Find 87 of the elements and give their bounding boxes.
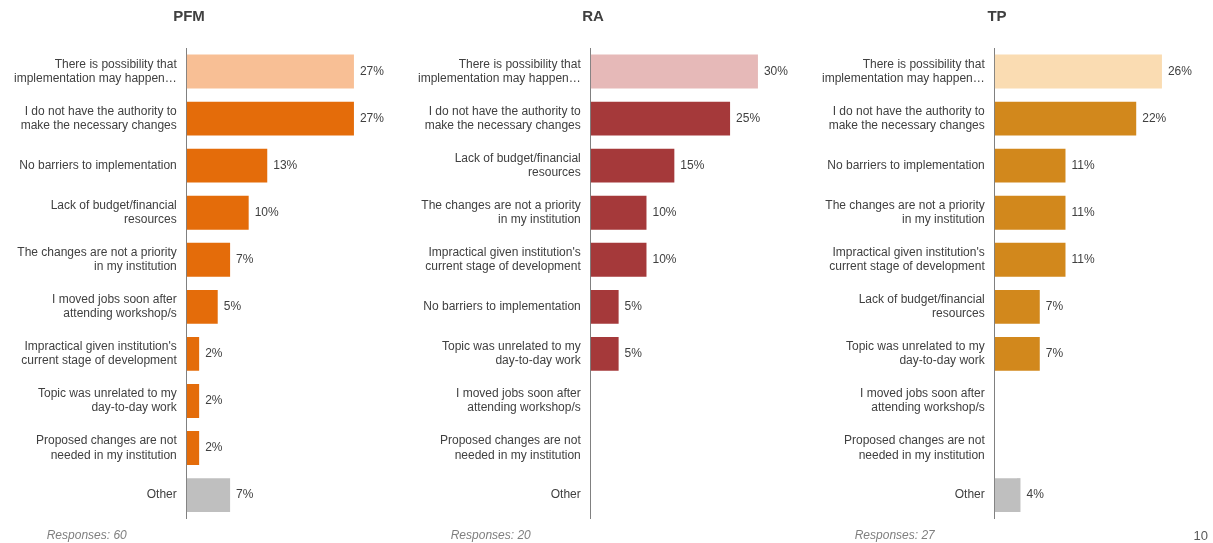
data-label: 7% [1045,299,1064,314]
y-tick-label: I do not have the authority to make the necessary changes [828,103,986,133]
bar [994,336,1040,371]
y-tick-label: No barriers to implementation [827,157,985,172]
text: Responses: 20 [450,528,532,543]
y-tick-label: The changes are not a priority in my institution [421,197,581,227]
data-label: 7% [1045,346,1064,361]
text: Responses: 60 [46,528,128,543]
bar [186,195,249,230]
y-tick-label: Lack of budget/financial resources [454,150,581,180]
y-tick-label: Impractical given institution's current stage of development [21,339,178,368]
y-tick-label: Topic was unrelated to my day-to-day work [38,386,178,415]
data-label: 2% [205,346,223,361]
bar [590,289,619,324]
bar [590,195,647,230]
bar [186,478,231,513]
y-tick-label: I do not have the authority to make the necessary changes [424,103,582,133]
data-label: 11% [1071,205,1095,220]
data-label: 10% [652,205,677,220]
y-tick-label: There is possibility that implementation may happen… [417,56,582,86]
bar [186,336,200,371]
data-label: 11% [1071,157,1095,172]
bar [994,148,1066,183]
y-tick-label: The changes are not a priority in my institution [825,197,985,227]
bar [186,242,231,277]
data-label: 4% [1026,487,1045,502]
bar [994,289,1040,324]
data-label: 22% [1142,110,1167,125]
bar [186,384,200,418]
bar [186,289,218,324]
data-label: 11% [1071,252,1095,267]
y-tick-label: I moved jobs soon after attending workshop/s [456,386,581,415]
data-label: 25% [736,110,761,125]
bar [590,242,647,277]
bar [590,101,731,136]
data-label: 2% [205,440,223,455]
data-label: 30% [763,63,789,78]
bar [994,54,1162,89]
y-tick-label: Impractical given institution's current stage of development [829,244,986,274]
y-tick-label: I moved jobs soon after attending workshop/s [52,291,177,321]
data-label: 15% [680,157,705,172]
y-tick-label: Lack of budget/financial resources [50,197,177,227]
y-tick-label: I moved jobs soon after attending workshop/s [860,386,985,415]
bar [994,478,1021,513]
y-tick-label: Lack of budget/financial resources [858,291,985,321]
data-label: 5% [624,346,643,361]
y-tick-label: Other [954,487,985,502]
bar [186,148,268,183]
chart-title: TP [987,7,1007,25]
bar [994,242,1066,277]
y-tick-label: The changes are not a priority in my institution [17,244,177,274]
chart-title: RA [582,7,604,25]
bar [186,101,354,136]
bar [590,54,758,89]
y-tick-label: Topic was unrelated to my day-to-day work [442,339,582,368]
y-tick-label: There is possibility that implementation may happen… [821,56,986,86]
bar [590,148,675,183]
data-label: 5% [624,299,643,314]
y-tick-label: Impractical given institution's current stage of development [425,244,582,274]
y-tick-label: I do not have the authority to make the necessary changes [20,103,178,133]
y-tick-label: Topic was unrelated to my day-to-day work [846,339,986,368]
data-label: 7% [236,252,254,267]
y-tick-label: No barriers to implementation [19,157,177,172]
y-tick-label: Other [146,487,177,502]
text: Responses: 27 [854,528,937,543]
y-tick-label: There is possibility that implementation may happen… [13,56,178,86]
bar [590,336,619,371]
bar [186,431,200,465]
y-tick-label: No barriers to implementation [423,299,581,314]
data-label: 27% [359,63,385,78]
data-label: 5% [223,299,242,314]
y-tick-label: Proposed changes are not needed in my institution [439,433,582,462]
data-label: 2% [205,393,223,408]
data-label: 27% [359,110,385,125]
y-tick-label: Other [550,487,581,502]
bar [994,101,1137,136]
data-label: 10% [652,252,677,267]
y-tick-label: Proposed changes are not needed in my institution [35,433,178,462]
data-label: 13% [273,157,298,172]
data-label: 26% [1167,63,1193,78]
bar [186,54,354,89]
y-tick-label: Proposed changes are not needed in my institution [843,433,986,462]
bar [994,195,1066,230]
data-label: 7% [236,487,254,502]
chart-title: PFM [173,7,205,25]
text: 10 [1193,527,1208,543]
data-label: 10% [254,205,280,220]
